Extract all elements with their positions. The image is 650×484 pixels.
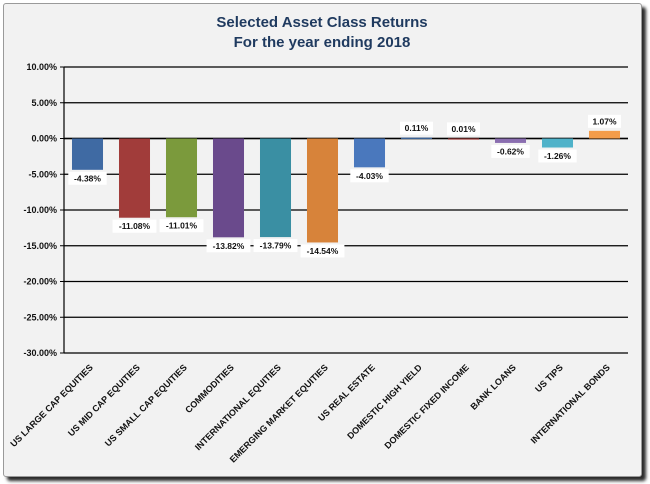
data-label-box <box>300 244 345 258</box>
chart-title: Selected Asset Class Returns <box>216 14 427 31</box>
data-label-box <box>350 169 389 183</box>
data-label-box <box>588 114 621 128</box>
category-label: BANK LOANS <box>468 362 517 411</box>
y-tick-label: -30.00% <box>23 348 57 358</box>
data-label: -13.79% <box>260 241 292 251</box>
y-tick-label: -20.00% <box>23 277 57 287</box>
bar <box>212 138 245 238</box>
data-label-box <box>112 219 157 233</box>
data-label-box <box>253 239 298 253</box>
y-tick-label: -5.00% <box>28 169 57 179</box>
bar <box>118 138 151 218</box>
data-label: -0.62% <box>497 146 524 156</box>
bar <box>447 138 480 140</box>
bar <box>259 138 292 238</box>
data-label: -11.08% <box>119 221 151 231</box>
category-label: US LARGE CAP EQUITIES <box>8 362 95 449</box>
bar <box>400 137 433 139</box>
y-tick-label: -15.00% <box>23 241 57 251</box>
data-label-box <box>491 144 530 158</box>
data-label-box <box>206 239 251 253</box>
bar <box>494 138 527 143</box>
gridlines <box>60 66 628 354</box>
data-label: -11.01% <box>166 221 198 231</box>
data-label-box <box>538 149 577 163</box>
data-label: -13.82% <box>213 241 245 251</box>
bar <box>588 130 621 139</box>
data-labels: -4.38% -11.08% -11.01% -13.82% -13.79% -14.54… <box>68 114 621 258</box>
y-axis-tick-labels: 10.00% 5.00% 0.00% -5.00% -10.00% -15.00% -20.… <box>23 62 57 358</box>
category-label: US SMALL CAP EQUITIES <box>103 362 189 448</box>
data-label: 0.11% <box>405 123 429 133</box>
category-label: INTERNATIONAL BONDS <box>529 362 612 445</box>
bar <box>541 138 574 148</box>
data-label-box <box>159 219 204 233</box>
bar <box>71 138 104 170</box>
bar <box>306 138 339 243</box>
chart-subtitle: For the year ending 2018 <box>234 34 411 51</box>
category-label: EMERGING MARKET EQUITIES <box>228 362 330 464</box>
data-label-box <box>68 171 107 185</box>
data-label: 0.01% <box>451 124 476 134</box>
data-label: -14.54% <box>307 246 339 256</box>
category-label: DOMESTIC FIXED INCOME <box>383 362 471 450</box>
bars <box>71 130 621 243</box>
y-tick-label: -10.00% <box>23 205 57 215</box>
data-label: -1.26% <box>544 151 571 161</box>
y-tick-label: -25.00% <box>23 312 57 322</box>
y-tick-label: 10.00% <box>26 62 57 72</box>
data-label-box <box>400 121 433 135</box>
category-label: COMMODITIES <box>183 362 236 415</box>
data-label: -4.38% <box>74 173 101 183</box>
y-tick-label: 0.00% <box>31 134 57 144</box>
y-tick-label: 5.00% <box>31 98 57 108</box>
data-label: 1.07% <box>592 116 617 126</box>
data-label-box <box>447 122 480 136</box>
category-label: INTERNATIONAL EQUITIES <box>193 362 283 452</box>
data-label: -4.03% <box>356 171 383 181</box>
category-label: US TIPS <box>533 362 565 394</box>
bar <box>165 138 198 218</box>
bar <box>353 138 386 168</box>
